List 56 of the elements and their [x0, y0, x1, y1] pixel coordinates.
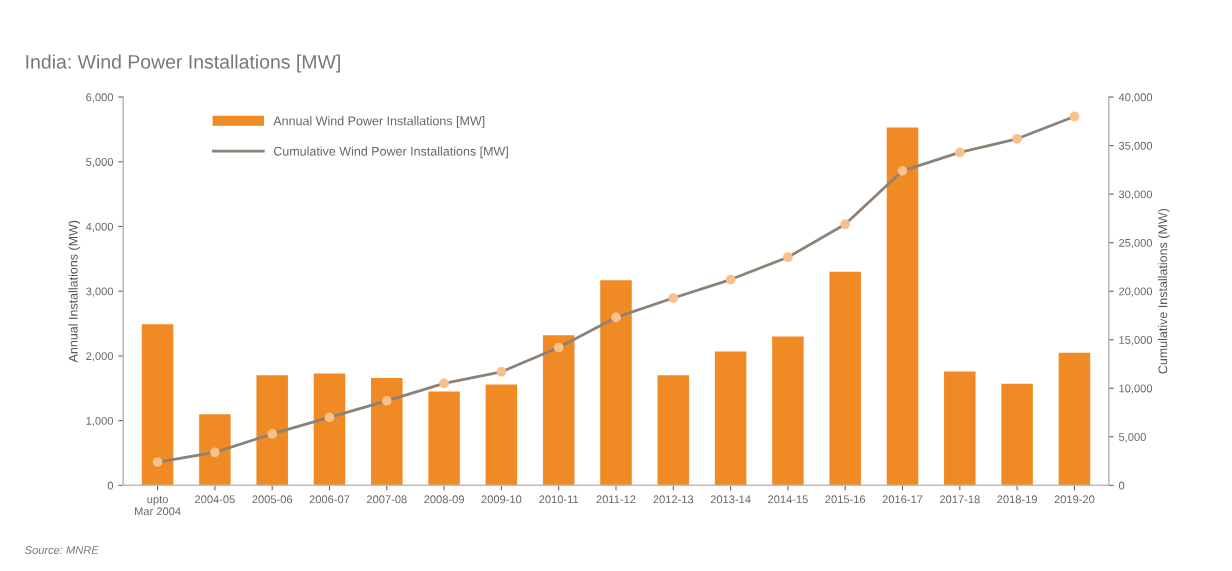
x-tick-label: 2017-18 [939, 495, 980, 504]
bar [428, 391, 460, 486]
y-tick-label: 4,000 [85, 222, 114, 232]
x-tick-label: 2007-08 [366, 495, 407, 504]
y2-tick-label: 25,000 [1119, 238, 1153, 249]
y2-axis-title: Cumulative Installations (MW) [1158, 208, 1170, 374]
y2-tick-label: 30,000 [1118, 190, 1153, 200]
x-tick-label: 2015-16 [825, 495, 866, 504]
y2-tick-label: 0 [1118, 481, 1125, 490]
y-tick-label: 2,000 [86, 352, 114, 362]
bar [371, 377, 403, 486]
bar [1058, 352, 1091, 486]
x-tick-label: 2019-20 [1054, 495, 1095, 504]
bar [829, 271, 861, 486]
y-tick-label: 0 [107, 481, 114, 490]
y2-tick-label: 15,000 [1119, 336, 1153, 346]
y-axis-title: Annual Installations (MW) [68, 220, 81, 363]
y2-tick-label: 5,000 [1118, 433, 1146, 443]
bar [1001, 383, 1033, 486]
y2-tick-label: 35,000 [1118, 141, 1153, 152]
x-tick-label: 2006-07 [309, 495, 350, 504]
x-tick-label: 2004-05 [195, 495, 235, 504]
bar [199, 414, 231, 486]
x-tick-label: 2005-06 [252, 495, 293, 504]
bar [485, 384, 518, 486]
x-tick-label: 2012-13 [653, 495, 694, 504]
y2-tick-label: 40,000 [1118, 93, 1153, 103]
bar [772, 336, 804, 486]
x-tick-label: 2016-17 [882, 495, 923, 504]
x-tick-label: 2014-15 [768, 495, 808, 504]
chart-title: India: Wind Power Installations [MW] [26, 54, 340, 73]
y-tick-label: 5,000 [86, 158, 114, 168]
y-tick-label: 6,000 [86, 93, 114, 103]
x-tick-label: 2008-09 [424, 495, 464, 504]
bar [714, 351, 747, 486]
y-tick-label: 3,000 [86, 287, 114, 297]
bar [600, 280, 632, 486]
legend-label: Annual Wind Power Installations [MW] [273, 116, 485, 128]
source-note: Source: MNRE [24, 546, 99, 554]
x-tick-label: 2013-14 [710, 495, 751, 504]
x-tick-label: 2010-11 [539, 495, 579, 504]
bar [141, 324, 174, 486]
bar [256, 375, 288, 486]
bar [313, 373, 346, 486]
bar [944, 371, 976, 486]
x-tick-label: upto Mar 2004 [135, 495, 181, 516]
y2-tick-label: 20,000 [1119, 287, 1153, 297]
y-tick-label: 1,000 [86, 416, 114, 427]
bar [542, 335, 575, 486]
x-tick-label: 2009-10 [481, 495, 522, 504]
x-tick-label: 2018-19 [997, 495, 1037, 504]
bar [657, 375, 690, 486]
y2-tick-label: 10,000 [1119, 384, 1153, 394]
legend-label: Cumulative Wind Power Installations [MW] [273, 146, 508, 159]
x-tick-label: 2011-12 [596, 495, 636, 504]
bar [886, 127, 919, 486]
